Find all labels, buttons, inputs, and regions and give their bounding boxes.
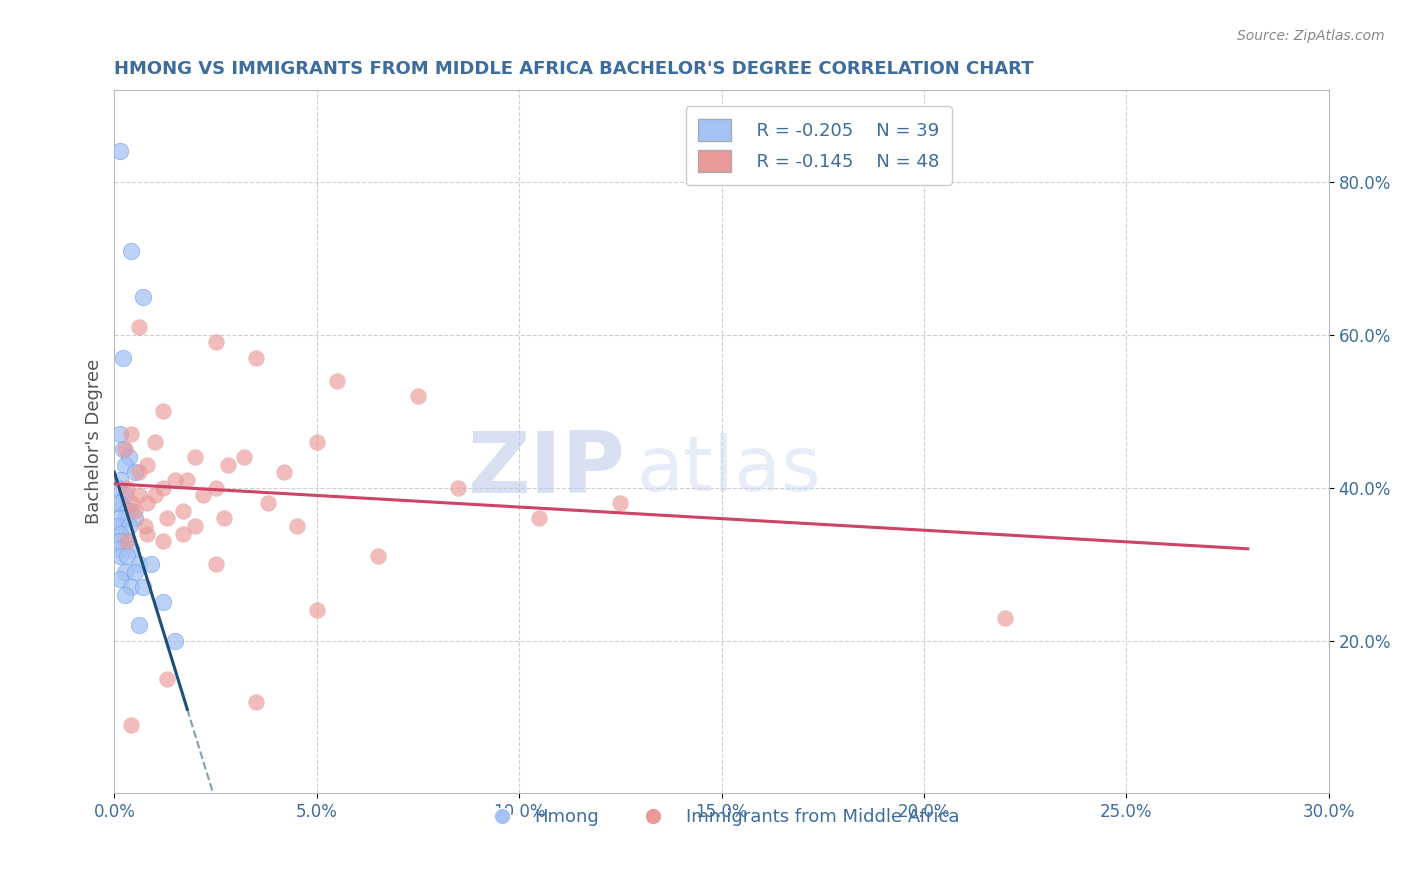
Point xyxy=(176,473,198,487)
Point xyxy=(273,466,295,480)
Point xyxy=(120,427,142,442)
Point xyxy=(305,434,328,449)
Point xyxy=(107,496,129,510)
Point xyxy=(114,534,136,549)
Point xyxy=(172,526,194,541)
Point xyxy=(245,351,267,365)
Point xyxy=(406,389,429,403)
Point xyxy=(107,541,129,556)
Point xyxy=(110,427,132,442)
Point xyxy=(115,534,138,549)
Point xyxy=(111,442,134,457)
Point xyxy=(132,580,155,594)
Point xyxy=(128,557,150,571)
Point xyxy=(152,404,174,418)
Point xyxy=(120,717,142,731)
Point xyxy=(128,466,150,480)
Text: ZIP: ZIP xyxy=(467,428,624,511)
Point xyxy=(204,335,226,350)
Point xyxy=(114,588,136,602)
Point xyxy=(124,503,146,517)
Point xyxy=(120,496,142,510)
Point xyxy=(152,481,174,495)
Point xyxy=(165,633,187,648)
Point xyxy=(184,519,207,533)
Point xyxy=(134,519,156,533)
Point xyxy=(110,549,132,564)
Point xyxy=(110,145,132,159)
Point xyxy=(111,351,134,365)
Point xyxy=(135,526,157,541)
Point xyxy=(124,466,146,480)
Point xyxy=(107,481,129,495)
Point xyxy=(204,557,226,571)
Text: atlas: atlas xyxy=(637,433,821,507)
Point xyxy=(110,473,132,487)
Point xyxy=(114,442,136,457)
Point xyxy=(110,496,132,510)
Point xyxy=(193,488,215,502)
Point xyxy=(529,511,551,525)
Point xyxy=(114,458,136,472)
Point xyxy=(120,541,142,556)
Point xyxy=(152,595,174,609)
Point xyxy=(305,603,328,617)
Point xyxy=(204,481,226,495)
Point xyxy=(117,519,139,533)
Point xyxy=(124,511,146,525)
Point xyxy=(447,481,470,495)
Point xyxy=(135,458,157,472)
Point xyxy=(152,534,174,549)
Point xyxy=(994,610,1017,624)
Point xyxy=(128,320,150,334)
Point xyxy=(609,496,631,510)
Point xyxy=(165,473,187,487)
Legend: Hmong, Immigrants from Middle Africa: Hmong, Immigrants from Middle Africa xyxy=(477,801,966,833)
Point xyxy=(257,496,280,510)
Point xyxy=(114,565,136,579)
Point xyxy=(117,450,139,464)
Y-axis label: Bachelor's Degree: Bachelor's Degree xyxy=(86,359,103,524)
Point xyxy=(115,503,138,517)
Point xyxy=(120,580,142,594)
Point xyxy=(110,526,132,541)
Point xyxy=(156,511,179,525)
Point xyxy=(124,565,146,579)
Point xyxy=(114,488,136,502)
Point xyxy=(143,434,166,449)
Point xyxy=(110,573,132,587)
Point xyxy=(326,374,349,388)
Point xyxy=(107,519,129,533)
Point xyxy=(114,511,136,525)
Point xyxy=(128,488,150,502)
Point xyxy=(110,534,132,549)
Point xyxy=(367,549,389,564)
Point xyxy=(233,450,256,464)
Point xyxy=(143,488,166,502)
Point xyxy=(156,672,179,686)
Point xyxy=(115,549,138,564)
Point xyxy=(120,244,142,258)
Text: Source: ZipAtlas.com: Source: ZipAtlas.com xyxy=(1237,29,1385,43)
Point xyxy=(212,511,235,525)
Point xyxy=(184,450,207,464)
Point xyxy=(135,496,157,510)
Text: HMONG VS IMMIGRANTS FROM MIDDLE AFRICA BACHELOR'S DEGREE CORRELATION CHART: HMONG VS IMMIGRANTS FROM MIDDLE AFRICA B… xyxy=(114,60,1033,78)
Point xyxy=(172,503,194,517)
Point xyxy=(110,511,132,525)
Point xyxy=(132,290,155,304)
Point xyxy=(128,618,150,632)
Point xyxy=(120,503,142,517)
Point xyxy=(285,519,308,533)
Point xyxy=(115,481,138,495)
Point xyxy=(245,695,267,709)
Point xyxy=(139,557,162,571)
Point xyxy=(217,458,239,472)
